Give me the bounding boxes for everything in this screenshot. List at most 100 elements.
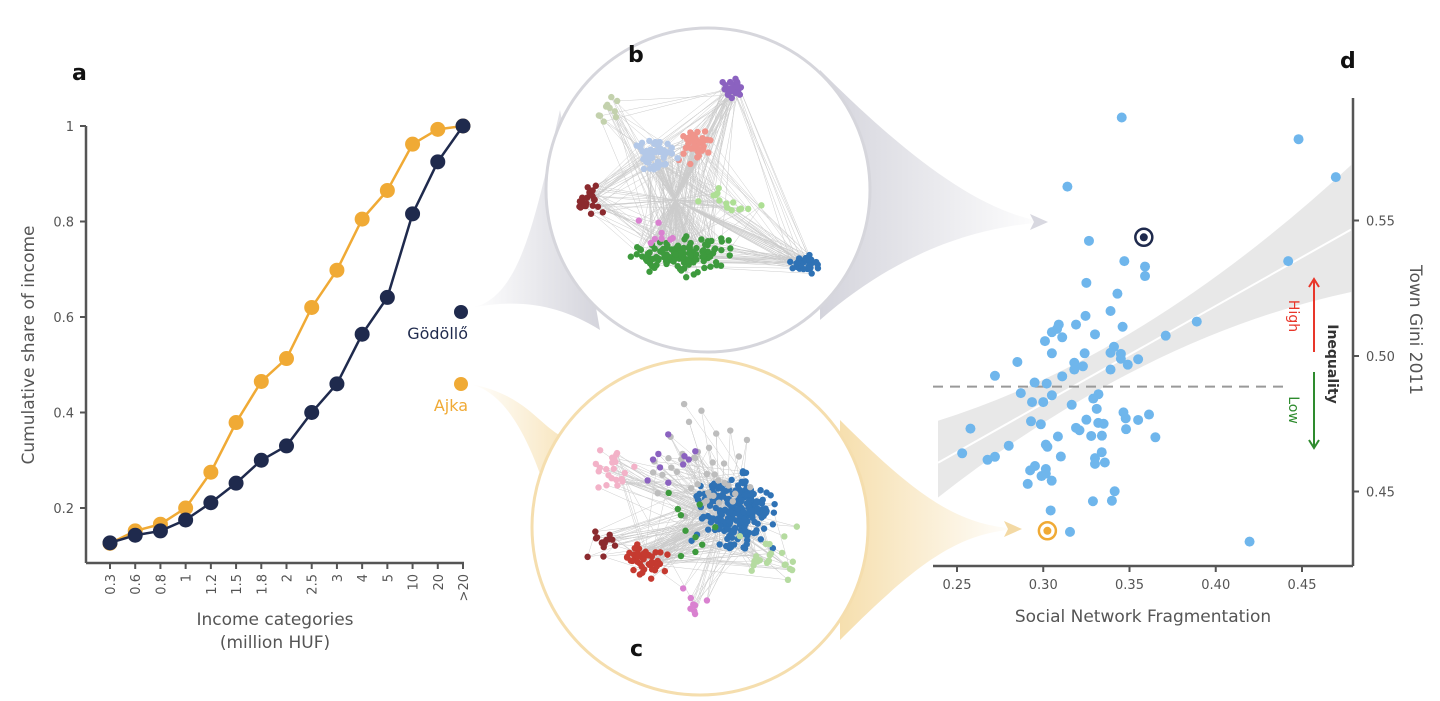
network-edge bbox=[674, 199, 791, 263]
network-edge bbox=[598, 115, 660, 259]
network-edge bbox=[616, 479, 749, 513]
scatter-point bbox=[1025, 465, 1036, 476]
godollo-label: Gödöllő bbox=[407, 324, 468, 343]
data-point bbox=[152, 523, 168, 539]
network-node bbox=[659, 245, 667, 253]
scatter-point bbox=[1064, 526, 1075, 537]
network-node bbox=[606, 531, 613, 539]
data-point bbox=[304, 299, 320, 315]
x-tick-label: 4 bbox=[356, 574, 371, 582]
network-edge bbox=[589, 81, 731, 193]
scatter-point bbox=[1293, 134, 1304, 145]
data-point bbox=[304, 405, 320, 420]
network-node bbox=[733, 78, 741, 85]
scatter-point bbox=[1244, 536, 1255, 547]
y-tick-label: 0.8 bbox=[53, 216, 74, 231]
network-node bbox=[634, 558, 641, 565]
network-node bbox=[687, 160, 694, 168]
network-node bbox=[609, 459, 616, 466]
x-tick-label: 0.25 bbox=[943, 578, 972, 593]
network-edge bbox=[652, 459, 721, 521]
network-node bbox=[682, 144, 690, 152]
network-node bbox=[727, 427, 734, 434]
scatter-point bbox=[1071, 319, 1082, 330]
network-node bbox=[758, 202, 765, 209]
network-node bbox=[693, 256, 700, 263]
scatter-point bbox=[1090, 458, 1100, 469]
network-node bbox=[665, 479, 672, 486]
network-node bbox=[612, 113, 620, 121]
network-node bbox=[787, 258, 794, 266]
network-node bbox=[652, 138, 659, 146]
network-node bbox=[698, 407, 705, 414]
network-node bbox=[740, 544, 747, 551]
network-node bbox=[782, 561, 789, 568]
network-node bbox=[746, 483, 754, 491]
network-node bbox=[640, 555, 647, 563]
network-node bbox=[652, 549, 659, 556]
network-node bbox=[687, 594, 694, 602]
network-node bbox=[754, 505, 761, 512]
network-node bbox=[692, 548, 699, 556]
network-node bbox=[677, 249, 685, 257]
network-node bbox=[595, 484, 602, 491]
network-node bbox=[744, 205, 752, 213]
network-node bbox=[659, 471, 666, 479]
network-node bbox=[814, 265, 822, 272]
network-edge bbox=[687, 137, 819, 269]
data-point bbox=[430, 121, 446, 137]
highlighted-point bbox=[1139, 233, 1148, 242]
network-node bbox=[592, 460, 600, 468]
network-node bbox=[708, 237, 715, 245]
network-node bbox=[609, 536, 616, 543]
network-node bbox=[767, 492, 774, 499]
network-node bbox=[611, 542, 619, 549]
x-tick-label: >20 bbox=[457, 574, 472, 601]
arrowhead-ajka bbox=[1004, 521, 1022, 537]
network-edge bbox=[704, 131, 802, 264]
network-edge bbox=[727, 430, 731, 485]
network-node bbox=[603, 482, 610, 489]
network-edge bbox=[729, 81, 813, 264]
y-tick-label: 0.2 bbox=[53, 502, 74, 517]
network-edge bbox=[600, 88, 734, 117]
network-node bbox=[718, 246, 725, 254]
network-node bbox=[640, 165, 648, 173]
scatter-point bbox=[1191, 316, 1202, 327]
network-node bbox=[608, 474, 615, 482]
scatter-point bbox=[1150, 432, 1161, 443]
network-edge bbox=[677, 265, 793, 269]
network-node bbox=[706, 492, 713, 499]
network-node bbox=[613, 97, 621, 105]
network-node bbox=[589, 187, 596, 194]
x-tick-label: 0.30 bbox=[1029, 578, 1058, 593]
x-tick-label: 2 bbox=[281, 574, 296, 582]
network-edge bbox=[601, 542, 757, 557]
network-node bbox=[711, 471, 718, 478]
network-node bbox=[649, 456, 657, 463]
data-point bbox=[405, 206, 421, 222]
network-node bbox=[656, 560, 664, 568]
network-node bbox=[687, 239, 694, 247]
scatter-point bbox=[1096, 447, 1107, 458]
network-node bbox=[712, 245, 719, 252]
scatter-point bbox=[1106, 495, 1117, 506]
network-node bbox=[748, 567, 755, 574]
network-node bbox=[728, 534, 736, 541]
network-node bbox=[704, 526, 712, 533]
scatter-point bbox=[1087, 496, 1098, 507]
data-point bbox=[279, 438, 294, 454]
network-edge bbox=[639, 169, 655, 250]
network-edge bbox=[704, 194, 717, 245]
network-node bbox=[718, 235, 725, 242]
x-tick-label: 1.5 bbox=[230, 574, 245, 595]
scatter-point bbox=[1283, 256, 1294, 267]
x-tick-label: 3 bbox=[331, 574, 346, 582]
network-edge bbox=[599, 115, 676, 201]
network-edge bbox=[737, 82, 810, 260]
scatter-point bbox=[957, 448, 968, 459]
network-edge bbox=[773, 512, 791, 569]
network-node bbox=[629, 557, 636, 564]
network-node bbox=[717, 522, 724, 530]
network-node bbox=[716, 541, 723, 548]
